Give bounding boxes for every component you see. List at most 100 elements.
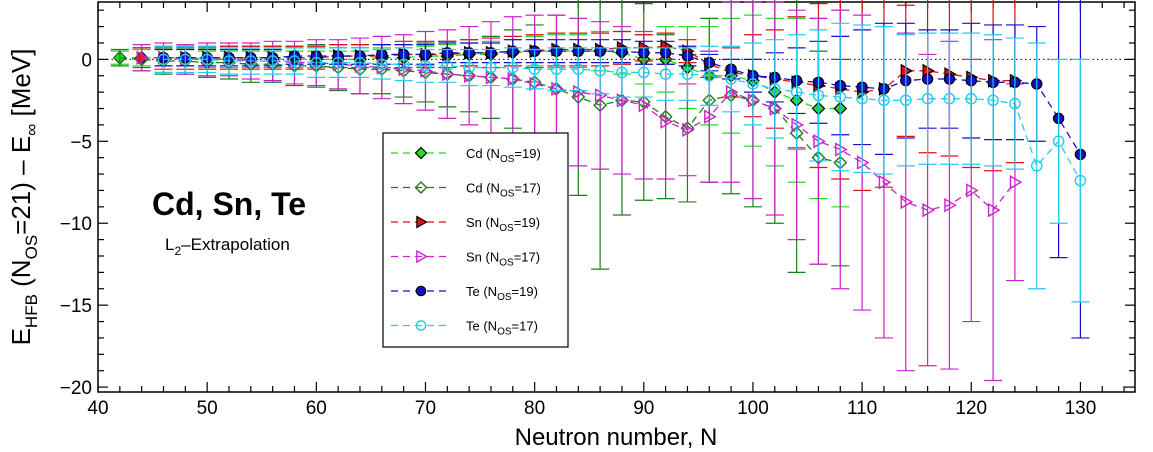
y-tick-label: −10	[60, 214, 92, 235]
annotation-main: Cd, Sn, Te	[152, 186, 306, 222]
data-point	[1009, 97, 1021, 110]
legend-label: Cd (NOS=19)	[466, 146, 541, 165]
legend-label: Te (NOS=17)	[466, 319, 538, 338]
legend-marker	[415, 320, 427, 331]
annotation-sub-subscript: 2	[174, 244, 181, 258]
data-point	[769, 101, 783, 116]
data-point	[485, 70, 499, 85]
legend-label-base: Sn (N	[466, 215, 499, 230]
series-6	[154, 22, 1090, 303]
y-axis-title-part1: E	[6, 328, 36, 345]
data-point	[704, 109, 717, 124]
legend-marker	[415, 285, 427, 297]
legend-entry-2: Cd (NOS=17)	[391, 181, 541, 200]
data-point	[725, 73, 737, 85]
data-point	[813, 134, 826, 149]
legend: Cd (NOS=19)Cd (NOS=17)Sn (NOS=19)Sn (NOS…	[382, 132, 569, 348]
data-point	[878, 175, 892, 190]
data-point	[682, 122, 695, 138]
legend-marker	[414, 146, 428, 160]
x-tick-label: 50	[197, 398, 218, 419]
data-point	[507, 71, 521, 87]
data-point	[659, 68, 672, 80]
data-point	[725, 84, 739, 100]
data-point	[332, 56, 344, 69]
y-tick-labels: 0 −5 −10 −15 −20	[60, 50, 92, 399]
legend-label: Te (NOS=19)	[466, 284, 538, 303]
legend-label-base: Sn (N	[466, 250, 499, 265]
data-point	[747, 78, 759, 90]
data-point	[136, 50, 150, 65]
data-point	[768, 83, 781, 95]
data-point	[223, 55, 235, 67]
y-axis-title-part4: [MeV]	[6, 49, 36, 124]
data-point	[1030, 160, 1043, 172]
data-point	[397, 58, 410, 71]
legend-label-base: Cd (N	[466, 181, 500, 196]
x-tick-label: 60	[306, 398, 327, 419]
data-point	[310, 56, 323, 69]
data-point	[550, 63, 563, 75]
data-point	[987, 94, 999, 107]
data-point	[1074, 174, 1087, 187]
legend-label-rest: =19)	[512, 284, 538, 299]
x-tick-labels: 40 50 60 70 80 90 100 110 120 130	[87, 398, 1096, 419]
legend-entry-3: Sn (NOS=19)	[391, 215, 540, 234]
data-point	[899, 94, 912, 107]
data-point	[529, 76, 543, 92]
data-point	[419, 60, 432, 72]
y-axis-title-part3: =21) – E	[6, 136, 36, 235]
data-point	[398, 61, 412, 77]
x-axis-title: Neutron number, N	[515, 424, 718, 451]
series-line	[119, 50, 841, 110]
data-point	[376, 58, 388, 71]
data-point	[179, 53, 192, 66]
plot-frame	[97, 1, 1136, 393]
legend-label-base: Te (N	[466, 284, 497, 299]
legend-label-subscript: OS	[500, 154, 515, 165]
y-axis-title: EHFB (NOS=21) – E∞ [MeV]	[6, 49, 41, 346]
data-point	[485, 61, 497, 74]
data-point	[900, 194, 914, 210]
data-point	[201, 53, 213, 66]
data-point	[157, 53, 170, 66]
legend-label-rest: =19)	[514, 215, 540, 230]
data-point	[616, 66, 628, 79]
x-tick-label: 70	[415, 398, 436, 419]
legend-marker	[416, 249, 428, 264]
series-line	[141, 57, 1016, 212]
data-point	[703, 69, 716, 82]
x-tick-label: 90	[633, 398, 654, 419]
legend-label-subscript: OS	[497, 292, 512, 303]
legend-label-rest: =17)	[514, 250, 540, 265]
y-tick-label: −20	[60, 378, 92, 399]
data-point	[747, 93, 761, 108]
data-point	[835, 142, 848, 157]
legend-label: Sn (NOS=19)	[466, 215, 540, 234]
y-axis-title-sub3: ∞	[22, 124, 41, 136]
data-point	[594, 65, 606, 77]
data-point	[551, 81, 564, 97]
legend-label-subscript: OS	[500, 189, 515, 200]
data-point	[112, 50, 127, 65]
legend-entry-1: Cd (NOS=19)	[391, 146, 541, 165]
data-point	[528, 63, 541, 75]
x-tick-label: 40	[87, 398, 108, 419]
data-point	[834, 91, 847, 103]
x-tick-label: 120	[955, 398, 987, 419]
data-point	[966, 183, 979, 198]
data-point	[791, 117, 805, 133]
x-tick-label: 100	[737, 398, 769, 419]
y-axis-title-sub2: OS	[22, 235, 41, 260]
legend-label-rest: =17)	[512, 319, 538, 334]
data-point	[944, 197, 957, 213]
data-point	[506, 61, 519, 74]
legend-marker	[416, 215, 428, 229]
legend-label-rest: =17)	[514, 181, 540, 196]
annotation-sub-rest: –Extrapolation	[181, 235, 290, 254]
data-point	[900, 63, 913, 78]
data-point	[681, 68, 694, 80]
y-tick-label: 0	[81, 50, 92, 71]
data-point	[790, 86, 803, 98]
data-point	[463, 61, 475, 74]
